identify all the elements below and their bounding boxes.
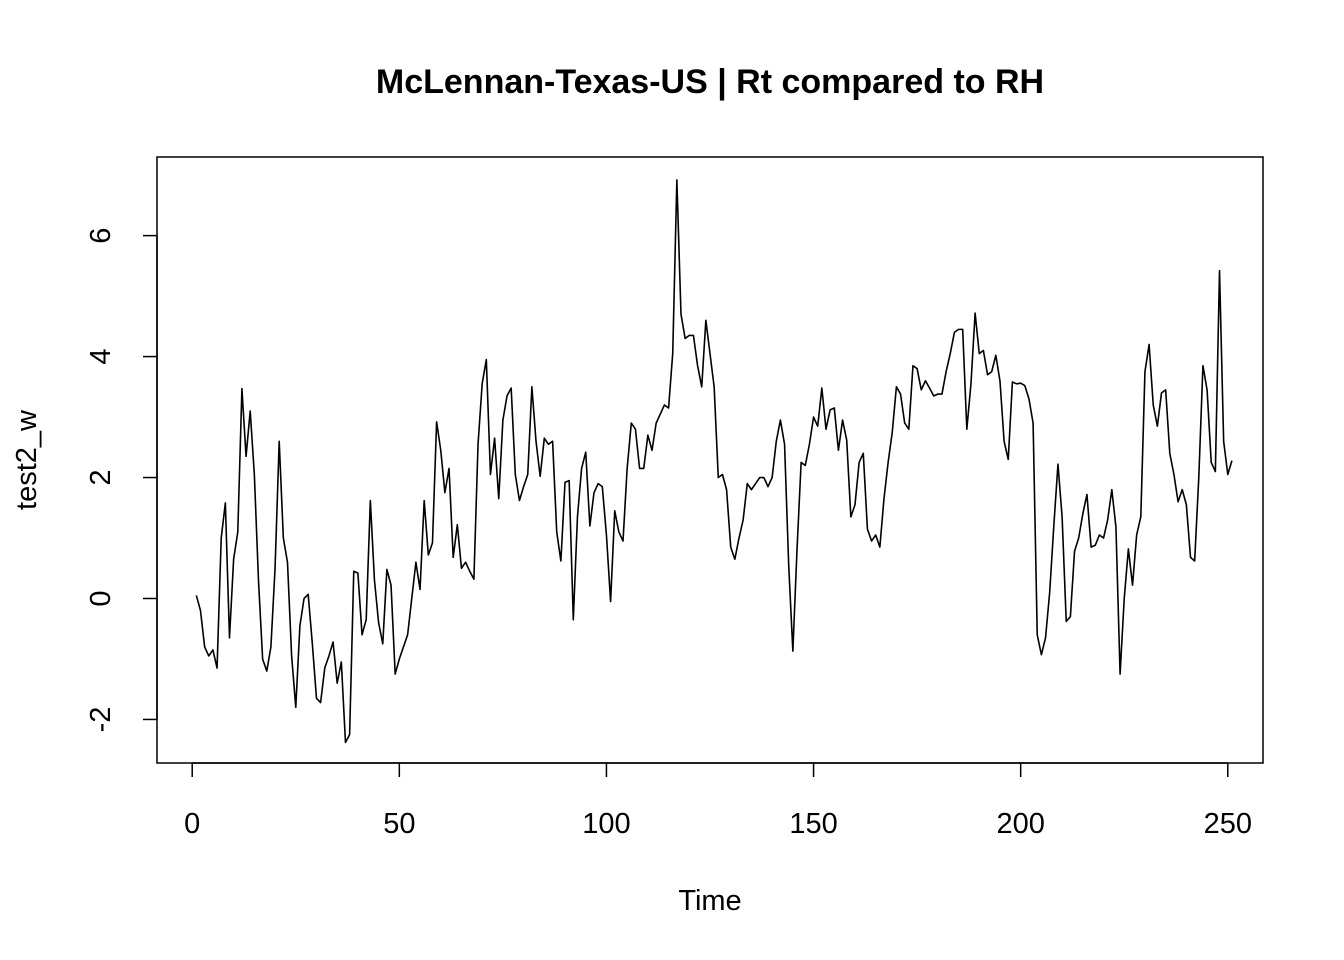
y-tick-label: 0 xyxy=(85,590,117,606)
x-axis-label: Time xyxy=(678,885,741,917)
y-axis: -2 0 2 4 6 xyxy=(85,228,158,733)
x-tick-label: 200 xyxy=(996,808,1044,840)
y-axis-label: test2_w xyxy=(11,409,43,510)
x-tick-label: 100 xyxy=(582,808,630,840)
y-tick-label: 6 xyxy=(85,228,117,244)
y-tick-label: 4 xyxy=(85,349,117,365)
y-tick-label: -2 xyxy=(85,707,117,733)
chart-title: McLennan-Texas-US | Rt compared to RH xyxy=(376,63,1044,101)
y-tick-label: 2 xyxy=(85,469,117,485)
plot-frame xyxy=(156,156,1264,764)
x-axis: 0 50 100 150 200 250 xyxy=(184,762,1252,840)
x-tick-label: 250 xyxy=(1204,808,1252,840)
x-tick-label: 150 xyxy=(789,808,837,840)
x-tick-label: 50 xyxy=(383,808,415,840)
x-tick-label: 0 xyxy=(184,808,200,840)
series-line xyxy=(195,179,1233,744)
